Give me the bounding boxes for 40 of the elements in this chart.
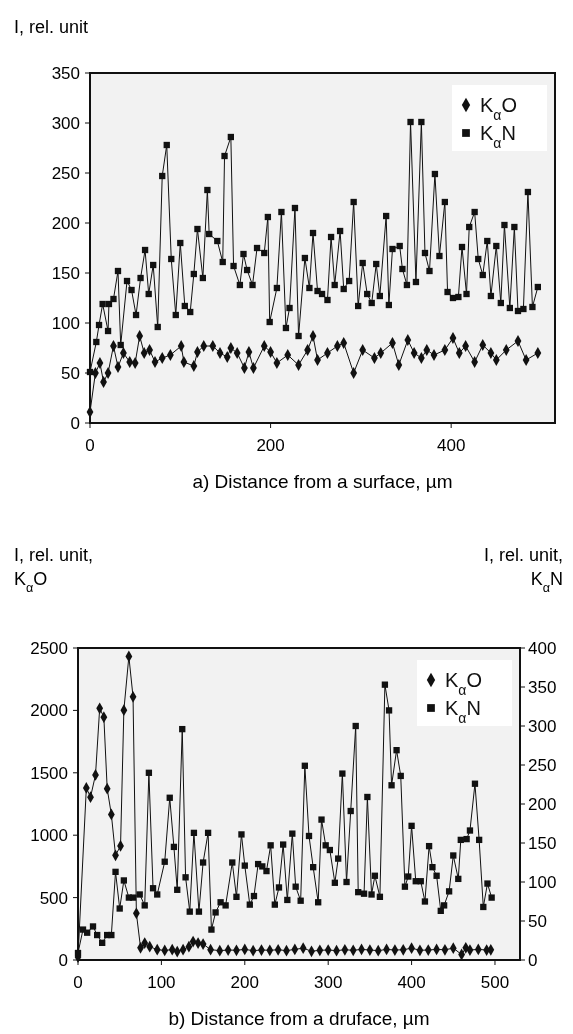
x-tick-label: 400 [436, 436, 466, 455]
y2-tick-label: 0 [528, 950, 538, 970]
legend-label: K$_{α}$O [445, 669, 482, 698]
y2-tick-label: 150 [528, 833, 557, 853]
x-tick-label: 100 [147, 973, 176, 992]
legend-label: K$_{α}$N [480, 122, 516, 151]
y-tick-label: 1500 [30, 763, 68, 783]
x-axis-title: b) Distance from a druface, µm [168, 1008, 430, 1029]
y2-tick-label: 200 [528, 794, 557, 814]
x-tick-label: 500 [480, 973, 510, 992]
legend-label: K$_{α}$N [445, 697, 481, 726]
x-tick-label: 0 [85, 436, 95, 455]
y-tick-label: 0 [70, 413, 80, 433]
y-tick-label: 150 [51, 263, 80, 283]
y-tick-label: 350 [51, 63, 80, 83]
y-tick-label: 0 [58, 950, 68, 970]
x-tick-label: 300 [314, 973, 343, 992]
x-tick-label: 400 [397, 973, 426, 992]
y2-tick-label: 350 [528, 677, 557, 697]
y-tick-label: 100 [51, 313, 80, 333]
y-axis-title: I, rel. unit [14, 17, 89, 37]
x-tick-label: 200 [230, 973, 259, 992]
y-tick-label: 250 [51, 163, 80, 183]
y-tick-label: 2000 [30, 701, 68, 721]
y2-axis-title: I, rel. unit, K$_{α}$N [483, 545, 563, 595]
legend-label: K$_{α}$O [480, 94, 517, 123]
y2-tick-label: 250 [528, 755, 557, 775]
y-tick-label: 2500 [30, 638, 68, 658]
y-axis-title: I, rel. unit, K$_{α}$O [14, 545, 94, 595]
x-tick-label: 200 [256, 436, 285, 455]
y2-tick-label: 100 [528, 872, 557, 892]
y2-tick-label: 400 [528, 638, 557, 658]
y-tick-label: 300 [51, 113, 80, 133]
x-axis-title: a) Distance from a surface, µm [192, 471, 453, 492]
y-tick-label: 500 [39, 888, 68, 908]
y2-tick-label: 50 [528, 911, 547, 931]
y-tick-label: 1000 [30, 826, 68, 846]
y-tick-label: 200 [51, 213, 80, 233]
y-tick-label: 50 [61, 363, 80, 383]
y2-tick-label: 300 [528, 716, 557, 736]
